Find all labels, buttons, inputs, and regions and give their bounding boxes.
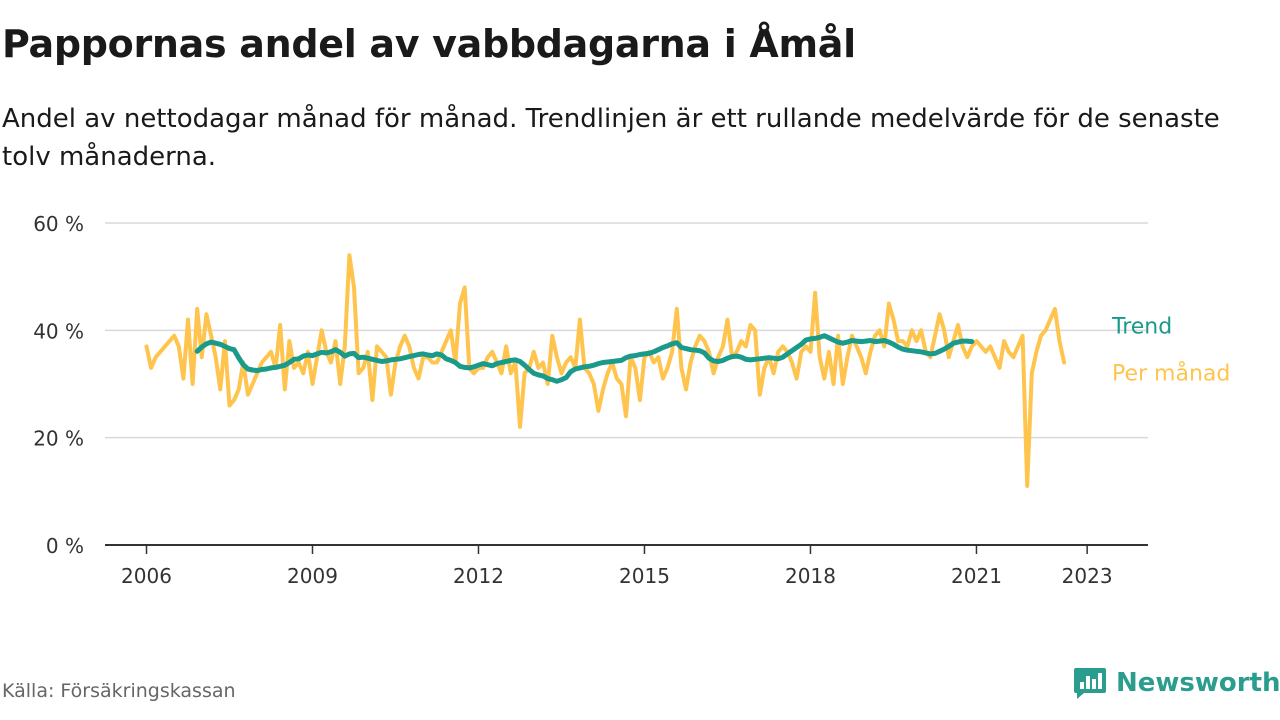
x-tick-label: 2012 — [453, 564, 504, 588]
chart-title: Pappornas andel av vabbdagarna i Åmål — [2, 22, 856, 66]
x-axis: 2006 2009 2012 2015 2018 2021 2023 — [105, 544, 1148, 588]
line-chart: 0 % 20 % 40 % 60 % 2006 2009 2012 2015 2018 2021… — [33, 212, 1230, 588]
y-tick-label: 60 % — [33, 212, 84, 236]
x-tick-label: 2015 — [619, 564, 670, 588]
x-tick-label: 2018 — [785, 564, 836, 588]
x-tick-label: 2009 — [287, 564, 338, 588]
x-tick-label: 2021 — [951, 564, 1002, 588]
chart-subtitle: Andel av nettodagar månad för månad. Tre… — [2, 104, 1220, 172]
x-tick-label: 2006 — [121, 564, 172, 588]
monthly-line — [144, 253, 1067, 488]
newsworthy-logo-icon — [1074, 668, 1106, 699]
chart-lines — [144, 253, 1067, 488]
brand[interactable]: Newsworthy — [1072, 663, 1280, 703]
trend-label: Trend — [1111, 315, 1172, 340]
y-axis: 0 % 20 % 40 % 60 % — [33, 212, 1148, 558]
series-labels: Per månad Trend — [1111, 315, 1230, 387]
trend-line — [194, 333, 975, 384]
brand-name: Newsworthy — [1116, 668, 1280, 698]
y-tick-label: 20 % — [33, 427, 84, 451]
monthly-label: Per månad — [1112, 361, 1230, 387]
x-tick-label: 2023 — [1062, 564, 1113, 588]
y-tick-label: 40 % — [33, 319, 84, 343]
source-note: Källa: Försäkringskassan — [2, 680, 236, 702]
y-tick-label: 0 % — [46, 534, 84, 558]
